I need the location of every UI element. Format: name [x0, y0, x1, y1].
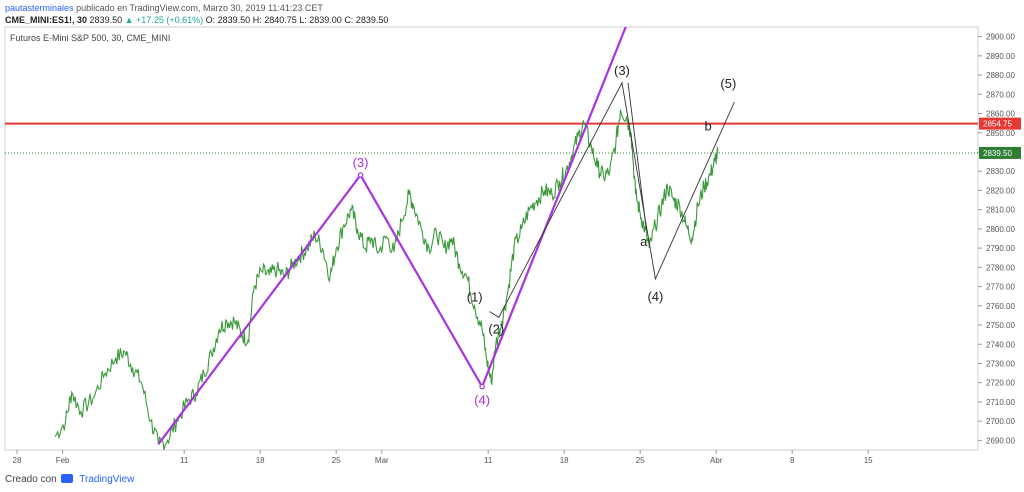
black-wave-label: (3) — [614, 63, 630, 78]
footer: Creado con TradingView — [5, 474, 134, 485]
y-tick-label: 2750.00 — [986, 321, 1015, 330]
black-wave-line-2 — [627, 82, 647, 229]
resistance-badge-bg — [979, 117, 1021, 130]
publish-info: publicado en TradingView.com, Marzo 30, … — [76, 3, 323, 13]
created-with-label: Creado con — [5, 474, 57, 485]
purple-wave-point — [357, 172, 364, 178]
y-tick-label: 2730.00 — [986, 359, 1015, 368]
x-tick-label: 11 — [180, 456, 189, 465]
x-tick-label: 11 — [484, 456, 493, 465]
quote-value: 2839.50 — [89, 15, 123, 25]
y-tick-label: 2870.00 — [986, 90, 1015, 99]
y-tick-label: 2900.00 — [986, 33, 1015, 42]
publish-line: pautasterminales publicado en TradingVie… — [5, 3, 323, 13]
x-tick-label: 25 — [636, 456, 645, 465]
last-price-badge-label: 2839.50 — [983, 149, 1012, 158]
y-tick-label: 2890.00 — [986, 52, 1015, 61]
up-triangle-icon: ▲ — [124, 15, 134, 25]
y-tick-label: 2790.00 — [986, 244, 1015, 253]
black-wave-label: a — [640, 234, 648, 249]
tradingview-link[interactable]: TradingView — [79, 474, 135, 485]
purple-wave-label: (3) — [353, 155, 369, 170]
y-tick-label: 2690.00 — [986, 436, 1015, 445]
y-tick-label: 2720.00 — [986, 379, 1015, 388]
purple-wave-point — [479, 383, 485, 390]
chart-title: Futuros E-Mini S&P 500, 30, CME_MINI — [10, 33, 170, 43]
y-tick-label: 2700.00 — [986, 417, 1015, 426]
y-tick-label: 2710.00 — [986, 398, 1015, 407]
black-wave-label: (2) — [488, 321, 504, 336]
last-price-badge-bg — [979, 146, 1021, 159]
tradingview-logo-icon — [61, 474, 74, 483]
close-value: C: 2839.50 — [344, 15, 389, 25]
black-wave-label: (1) — [467, 290, 483, 305]
x-tick-label: 25 — [332, 456, 341, 465]
x-tick-label: Feb — [56, 456, 70, 465]
y-tick-label: 2860.00 — [986, 110, 1015, 119]
plot-area — [4, 26, 979, 451]
open-value: O: 2839.50 — [205, 15, 251, 25]
black-wave-label: (5) — [720, 76, 736, 91]
y-tick-label: 2830.00 — [986, 167, 1015, 176]
y-tick-label: 2770.00 — [986, 283, 1015, 292]
price-series — [54, 109, 719, 450]
symbol-line: CME_MINI:ES1!, 30 2839.50 ▲ +17.25 (+0.6… — [5, 15, 388, 25]
chart-header: pautasterminales publicado en TradingVie… — [0, 0, 1024, 26]
purple-wave-label: (4) — [474, 393, 490, 408]
black-wave-label: (4) — [647, 289, 663, 304]
x-tick-label: 28 — [13, 456, 22, 465]
purple-wave-line — [157, 27, 627, 445]
author-link[interactable]: pautasterminales — [5, 3, 74, 13]
resistance-badge-label: 2854.75 — [983, 120, 1012, 129]
x-tick-label: Abr — [710, 456, 723, 465]
x-tick-label: 18 — [256, 456, 265, 465]
x-tick-label: 15 — [864, 456, 873, 465]
x-tick-label: Mar — [375, 456, 389, 465]
y-tick-label: 2740.00 — [986, 340, 1015, 349]
x-tick-label: 18 — [560, 456, 569, 465]
high-value: H: 2840.75 — [252, 15, 297, 25]
change-value: +17.25 (+0.61%) — [136, 15, 204, 25]
x-tick-label: 8 — [790, 456, 795, 465]
black-wave-label: b — [705, 119, 712, 134]
symbol-label: CME_MINI:ES1!, 30 — [5, 15, 88, 25]
y-tick-label: 2760.00 — [986, 302, 1015, 311]
low-value: L: 2839.00 — [299, 15, 342, 25]
y-tick-label: 2880.00 — [986, 71, 1015, 80]
y-tick-label: 2800.00 — [986, 225, 1015, 234]
black-wave-line — [489, 81, 735, 318]
y-tick-label: 2820.00 — [986, 186, 1015, 195]
y-tick-label: 2850.00 — [986, 129, 1015, 138]
plot-content — [5, 27, 978, 450]
y-tick-label: 2780.00 — [986, 263, 1015, 272]
y-tick-label: 2810.00 — [986, 206, 1015, 215]
